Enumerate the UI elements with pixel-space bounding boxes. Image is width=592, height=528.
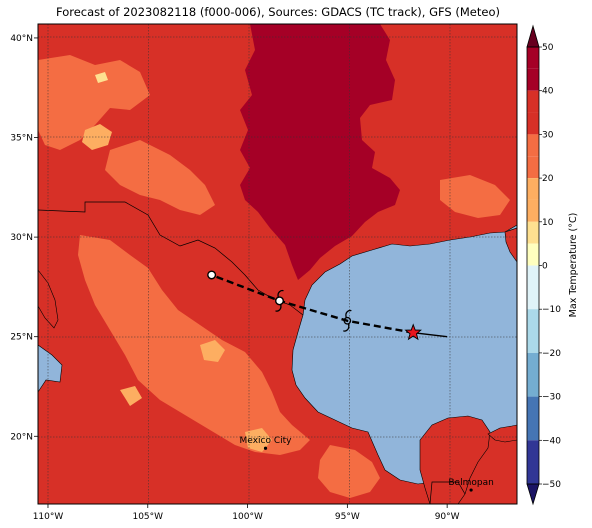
- colorbar-tick-label: 10: [542, 218, 554, 228]
- land-baja: [38, 269, 59, 329]
- lon-tick-label: 105°W: [132, 512, 163, 522]
- colorbar-extend-bottom: [526, 483, 540, 506]
- colorbar-bin: [527, 440, 539, 484]
- colorbar-bin: [527, 221, 539, 244]
- colorbar-tick-label: −20: [542, 349, 561, 359]
- lat-tick-label: 25°N: [10, 333, 33, 343]
- lon-tick-label: 100°W: [232, 512, 263, 522]
- longitude-ticks: 110°W 105°W 100°W 95°W 90°W: [33, 504, 460, 522]
- map-frame: [37, 23, 518, 505]
- cities: Mexico City Belmopan: [240, 436, 494, 492]
- city-label: Mexico City: [240, 436, 293, 446]
- mild-spot-5: [95, 72, 108, 83]
- latitude-ticks: 40°N 35°N 30°N 25°N 20°N: [10, 34, 38, 442]
- land-cuba: [487, 424, 517, 443]
- city-dot: [469, 488, 473, 492]
- lat-tick-label: 30°N: [10, 233, 33, 243]
- colorbar-tick-label: −10: [542, 305, 561, 315]
- colorbar-tick-label: 40: [542, 87, 554, 97]
- city-label: Belmopan: [448, 478, 493, 488]
- colorbar-tick-label: 50: [542, 43, 554, 53]
- tropical-storm-symbol-icon: [343, 309, 352, 332]
- colorbar-bin: [527, 112, 539, 135]
- track-point-circle: [207, 270, 217, 280]
- mild-spot-3: [245, 428, 272, 452]
- lat-tick-label: 35°N: [10, 134, 33, 144]
- past-track-line: [413, 332, 448, 338]
- colorbar-tick-label: −50: [542, 480, 561, 490]
- warm-zone-southwest: [105, 140, 215, 215]
- colorbar-bin: [527, 90, 539, 113]
- map-area: Mexico City Belmopan: [38, 24, 517, 504]
- guatemala-border: [429, 481, 466, 504]
- us-mexico-border: [38, 201, 304, 316]
- current-position-star: [404, 323, 422, 341]
- colorbar-tick-label: 0: [542, 262, 548, 272]
- lon-tick-label: 110°W: [33, 512, 64, 522]
- track-point-circle: [274, 296, 284, 306]
- colorbar-bin: [527, 68, 539, 91]
- colorbar-bin: [527, 352, 539, 397]
- colorbar-bin: [527, 309, 539, 353]
- warm-zone-west: [38, 55, 150, 150]
- colorbar: 50 40 30 20 10 0 −10 −20 −30 −40 −50: [526, 24, 561, 506]
- colorbar-bin: [527, 178, 539, 200]
- hot-zone-central-us: [240, 24, 400, 280]
- colorbar-tick-label: −40: [542, 436, 561, 446]
- forecast-track-line: [211, 273, 414, 334]
- map-title: Forecast of 2023082118 (f000-006), Sourc…: [56, 5, 500, 19]
- mild-spot-2: [200, 340, 225, 362]
- storm-track: [207, 270, 448, 341]
- city-dot: [263, 446, 268, 450]
- lat-tick-label: 20°N: [10, 432, 33, 442]
- colorbar-bin: [527, 243, 539, 266]
- lat-tick-label: 40°N: [10, 34, 33, 44]
- warm-zone-mexico-plateau: [78, 235, 310, 455]
- colorbar-bin: [527, 156, 539, 179]
- warm-zone-oaxaca: [318, 445, 380, 498]
- colorbar-bin: [527, 134, 539, 157]
- lon-tick-label: 95°W: [335, 512, 360, 522]
- colorbar-tick-label: 30: [542, 130, 554, 140]
- colorbar-tick-label: 20: [542, 174, 554, 184]
- mild-spot-1: [82, 124, 112, 150]
- graticule: [38, 24, 517, 504]
- colorbar-bin: [527, 396, 539, 441]
- colorbar-bin: [527, 199, 539, 222]
- colorbar-tick-label: −30: [542, 393, 561, 403]
- warm-zone-east: [440, 175, 510, 218]
- land-florida: [504, 227, 517, 263]
- colorbar-bin: [527, 265, 539, 310]
- colorbar-label: Max Temperature (°C): [568, 213, 579, 318]
- mild-spot-4: [120, 386, 142, 406]
- lon-tick-label: 90°W: [435, 512, 460, 522]
- colorbar-bin: [527, 47, 539, 69]
- colorbar-extend-top: [526, 24, 540, 48]
